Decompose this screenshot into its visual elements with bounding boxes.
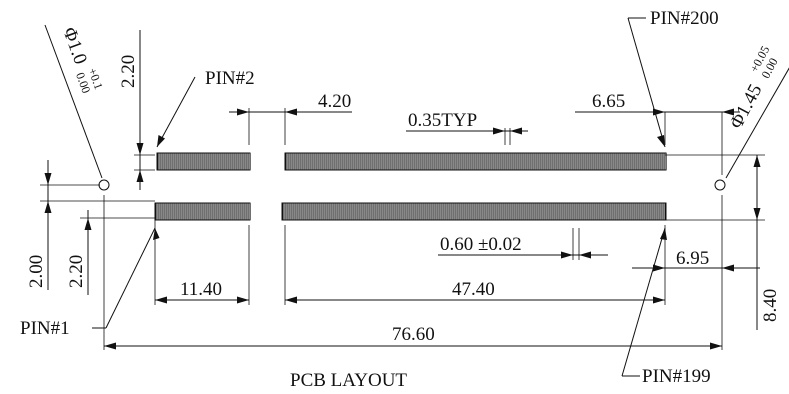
right-hole-callout: Φ1.45 +0.05 0.00 <box>726 43 781 132</box>
bottom-pad-row-short <box>154 202 251 221</box>
extension-lines <box>40 108 765 350</box>
dim-8-40: 8.40 <box>760 289 781 322</box>
pin2-label: PIN#2 <box>205 68 255 89</box>
dim-6-95: 6.95 <box>676 248 709 269</box>
dim-4-20: 4.20 <box>318 91 351 112</box>
dim-0-60: 0.60 ±0.02 <box>440 234 522 255</box>
pcb-layout-caption: PCB LAYOUT <box>290 370 407 391</box>
dim-2-20-top: 2.20 <box>118 55 139 88</box>
left-hole-tol-minus: 0.00 <box>73 70 93 95</box>
dim-2-00: 2.00 <box>26 255 47 288</box>
left-hole-callout: Φ1.0 +0.1 0.00 <box>58 25 106 95</box>
right-mounting-hole <box>714 179 726 191</box>
dim-6-65: 6.65 <box>592 91 625 112</box>
left-mounting-hole <box>98 179 110 191</box>
top-pad-row-short <box>156 152 251 171</box>
dim-76-60: 76.60 <box>392 324 435 345</box>
top-pad-row-long <box>284 152 667 171</box>
dim-11-40: 11.40 <box>180 279 222 300</box>
right-hole-diameter: Φ1.45 <box>726 81 767 132</box>
pin1-label: PIN#1 <box>20 318 70 339</box>
left-hole-diameter: Φ1.0 <box>58 25 91 68</box>
leader-arrow-heads <box>153 135 667 240</box>
dim-47-40: 47.40 <box>452 279 495 300</box>
dim-2-20-left: 2.20 <box>66 255 87 288</box>
dim-0-35-typ: 0.35TYP <box>408 110 477 131</box>
pin200-label: PIN#200 <box>650 8 719 29</box>
pad-rows <box>154 152 667 221</box>
leader-lines <box>44 17 789 377</box>
bottom-pad-row-long <box>281 202 667 221</box>
arrow-heads <box>44 108 761 350</box>
pin199-label: PIN#199 <box>642 366 711 387</box>
